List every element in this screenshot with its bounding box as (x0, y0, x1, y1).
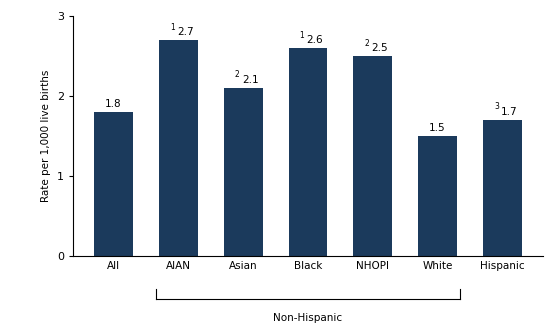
Text: 1.8: 1.8 (105, 99, 122, 109)
Text: 2.7: 2.7 (177, 27, 194, 37)
Text: Non-Hispanic: Non-Hispanic (273, 313, 343, 323)
Text: 2.5: 2.5 (371, 43, 388, 53)
Text: 1: 1 (170, 23, 175, 31)
Text: 2: 2 (235, 71, 240, 79)
Bar (159, 40, 198, 256)
Bar (353, 56, 392, 256)
Text: 1.7: 1.7 (501, 107, 517, 117)
Text: 1: 1 (300, 31, 305, 40)
Y-axis label: Rate per 1,000 live births: Rate per 1,000 live births (41, 70, 51, 202)
Bar (94, 112, 133, 256)
Text: 2.6: 2.6 (307, 35, 323, 45)
Bar (224, 88, 263, 256)
Text: 2.1: 2.1 (242, 75, 259, 85)
Text: 2: 2 (365, 39, 369, 48)
Bar (288, 48, 328, 256)
Text: 3: 3 (494, 102, 499, 112)
Bar (418, 136, 457, 256)
Bar (483, 120, 522, 256)
Text: 1.5: 1.5 (430, 123, 446, 133)
